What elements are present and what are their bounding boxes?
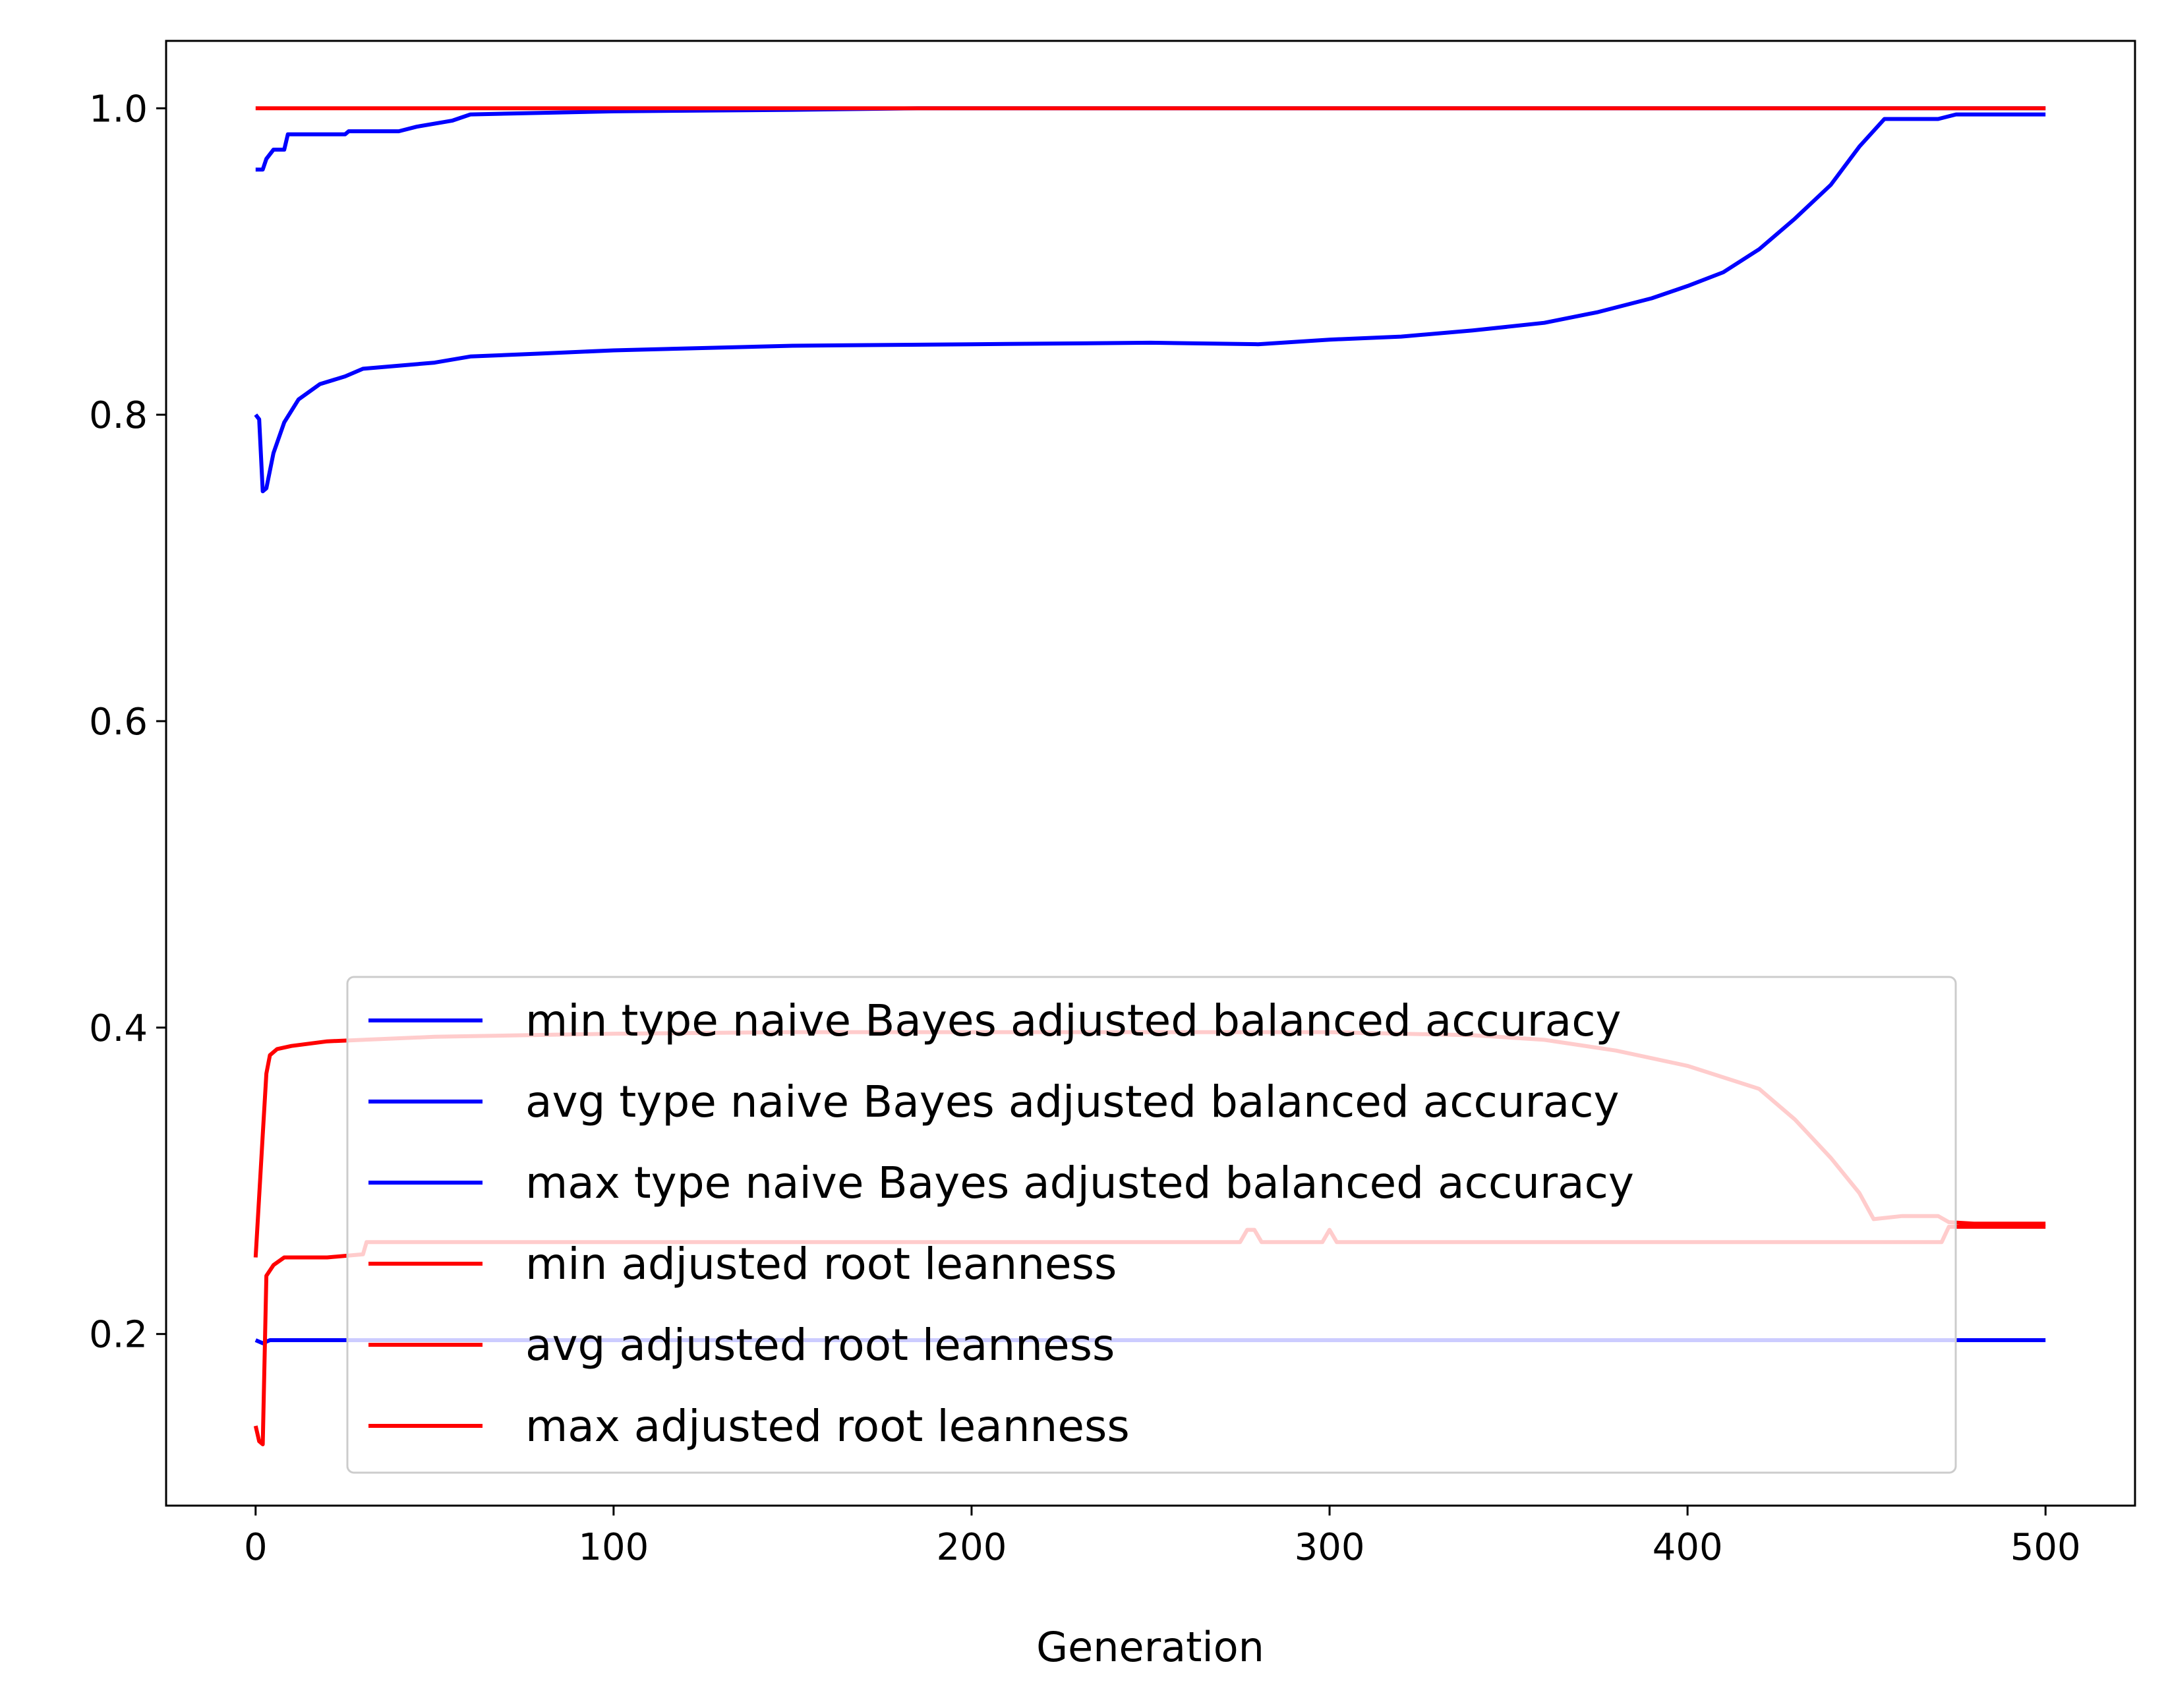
legend-box [346, 976, 1957, 1474]
legend-label-4: min adjusted root leanness [525, 1239, 1117, 1289]
y-tick-label: 0.8 [89, 394, 148, 437]
x-tick-label: 500 [2010, 1526, 2081, 1569]
x-tick-label: 0 [244, 1526, 268, 1569]
legend-label-1: min type naive Bayes adjusted balanced a… [525, 995, 1622, 1046]
series-line-2 [254, 112, 2046, 494]
y-tick-label: 0.6 [89, 701, 148, 744]
y-tick-label: 0.4 [89, 1007, 148, 1050]
series-line-3 [255, 106, 2046, 172]
y-tick-label: 0.2 [89, 1314, 148, 1357]
y-axis: 0.2 0.4 0.6 0.8 1.0 [89, 88, 166, 1357]
x-axis: 0 100 200 300 400 500 [244, 1506, 2081, 1569]
legend: min type naive Bayes adjusted balanced a… [346, 976, 1957, 1474]
x-axis-label: Generation [1036, 1623, 1264, 1671]
legend-label-5: avg adjusted root leanness [525, 1320, 1115, 1370]
y-tick-label: 1.0 [89, 88, 148, 131]
x-tick-label: 400 [1653, 1526, 1723, 1569]
plot-area-frame [165, 40, 2136, 1507]
x-tick-label: 100 [578, 1526, 649, 1569]
legend-label-6: max adjusted root leanness [525, 1401, 1130, 1452]
legend-label-2: avg type naive Bayes adjusted balanced a… [525, 1076, 1620, 1127]
legend-label-3: max type naive Bayes adjusted balanced a… [525, 1158, 1634, 1208]
x-tick-label: 300 [1295, 1526, 1365, 1569]
x-tick-label: 200 [937, 1526, 1007, 1569]
